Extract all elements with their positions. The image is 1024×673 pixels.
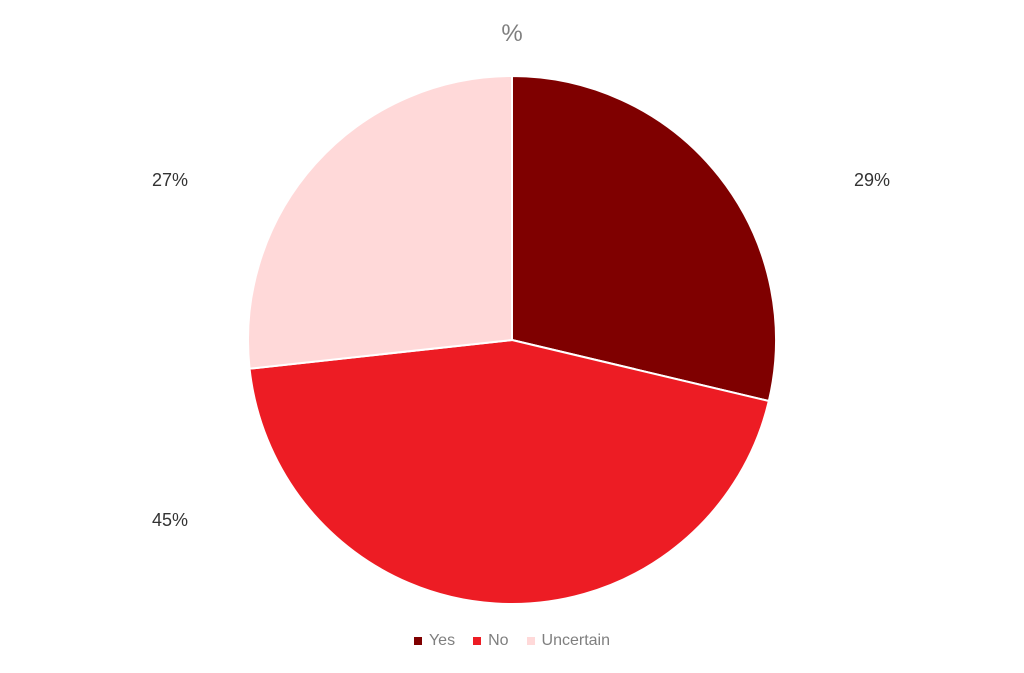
- legend-item-yes: Yes: [413, 632, 456, 650]
- slices-group: [247, 74, 777, 605]
- legend-swatch-yes: [413, 637, 422, 645]
- chart-title: %: [501, 20, 523, 47]
- legend-label-yes: Yes: [428, 632, 456, 649]
- legend: Yes No Uncertain: [0, 632, 1024, 650]
- legend-item-uncertain: Uncertain: [526, 632, 611, 650]
- legend-item-no: No: [473, 632, 509, 650]
- pie-slice-uncertain: [247, 74, 513, 370]
- data-label-yes: 29%: [854, 170, 890, 190]
- legend-swatch-uncertain: [526, 637, 535, 645]
- pie-slice-no: [248, 338, 771, 605]
- data-label-uncertain: 27%: [152, 170, 188, 190]
- legend-label-uncertain: Uncertain: [541, 632, 611, 649]
- pie-slice-yes: [511, 74, 777, 403]
- data-labels-group: 29% 45% 27%: [152, 170, 890, 530]
- legend-swatch-no: [473, 637, 482, 645]
- legend-label-no: No: [488, 632, 509, 649]
- data-label-no: 45%: [152, 510, 188, 530]
